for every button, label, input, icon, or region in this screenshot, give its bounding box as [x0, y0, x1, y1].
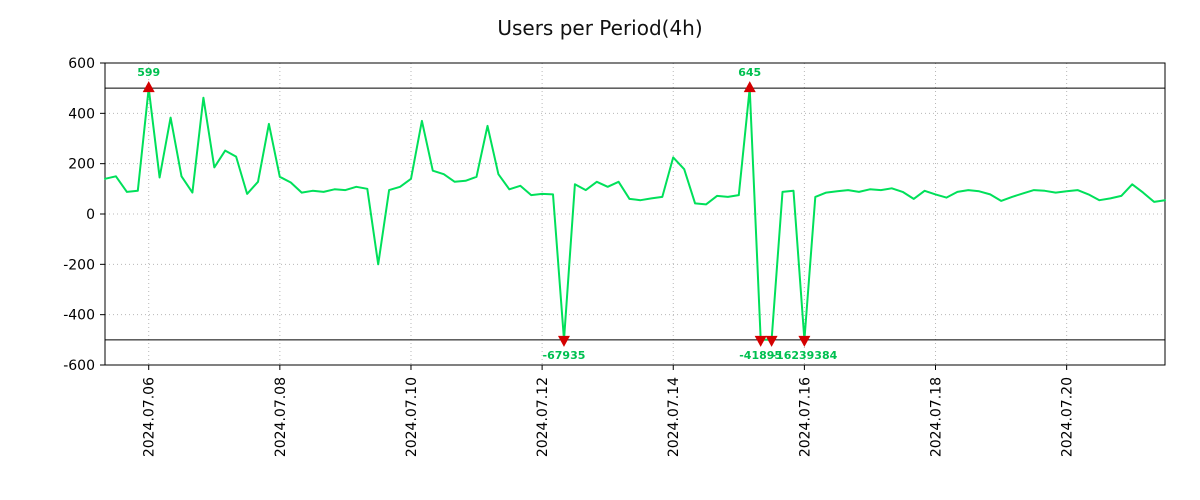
extreme-value-label: -67935 [543, 349, 586, 362]
svg-text:2024.07.12: 2024.07.12 [535, 377, 551, 457]
extreme-value-label: 599 [137, 66, 160, 79]
extreme-value-label: -41895 [739, 349, 782, 362]
trough-marker-icon [754, 335, 767, 347]
trough-marker-icon [765, 335, 778, 347]
svg-text:2024.07.06: 2024.07.06 [142, 377, 158, 457]
trough-marker-icon [557, 335, 570, 347]
svg-text:-200: -200 [63, 257, 95, 273]
extreme-value-label: 645 [738, 66, 761, 79]
svg-text:2024.07.08: 2024.07.08 [273, 377, 289, 457]
svg-text:600: 600 [68, 56, 95, 72]
svg-text:0: 0 [86, 207, 95, 223]
svg-text:2024.07.10: 2024.07.10 [404, 377, 420, 457]
chart-title: Users per Period(4h) [497, 16, 703, 40]
trough-marker-icon [798, 335, 811, 347]
peak-marker-icon [743, 81, 756, 93]
svg-text:200: 200 [68, 157, 95, 173]
svg-text:2024.07.14: 2024.07.14 [666, 377, 682, 457]
extreme-value-label: -16239384 [771, 349, 837, 362]
svg-text:-400: -400 [63, 308, 95, 324]
svg-text:2024.07.18: 2024.07.18 [929, 377, 945, 457]
svg-text:400: 400 [68, 106, 95, 122]
peak-marker-icon [142, 81, 155, 93]
svg-text:2024.07.20: 2024.07.20 [1060, 377, 1076, 457]
svg-text:2024.07.16: 2024.07.16 [797, 377, 813, 457]
svg-text:-600: -600 [63, 358, 95, 374]
